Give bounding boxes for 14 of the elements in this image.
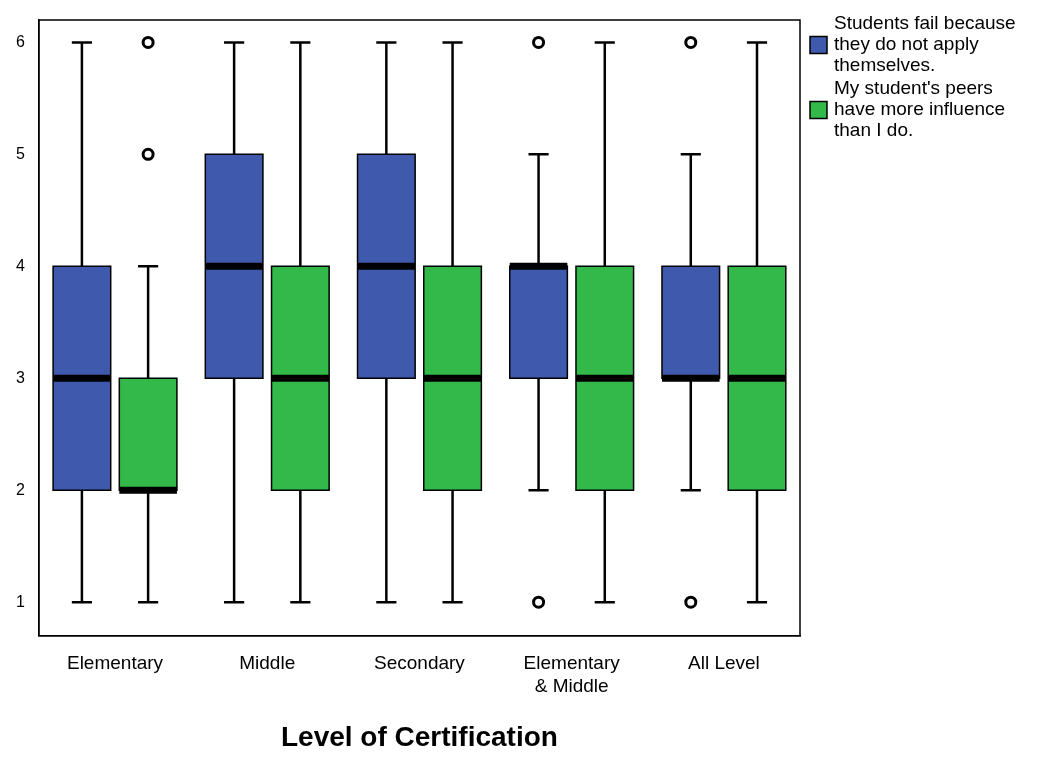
x-tick-label: Secondary	[374, 652, 466, 674]
y-tick-label: 2	[15, 480, 25, 498]
y-tick-label: 1	[15, 592, 25, 610]
x-axis-title: Level of Certification	[280, 720, 558, 752]
y-tick-label: 3	[15, 368, 25, 386]
x-tick-label: Middle	[239, 652, 296, 674]
y-tick-label: 6	[15, 32, 25, 50]
x-tick-label: All Level	[687, 652, 760, 674]
y-tick-label: 4	[15, 256, 25, 274]
x-tick-label: Elementary & Middle	[523, 652, 621, 697]
legend-label: Students fail because they do not apply themselves.	[834, 11, 1016, 75]
legend-label: My student's peers have more influence than I do.	[834, 76, 1006, 140]
y-tick-label: 5	[15, 144, 25, 162]
x-tick-label: Elementary	[66, 652, 164, 674]
